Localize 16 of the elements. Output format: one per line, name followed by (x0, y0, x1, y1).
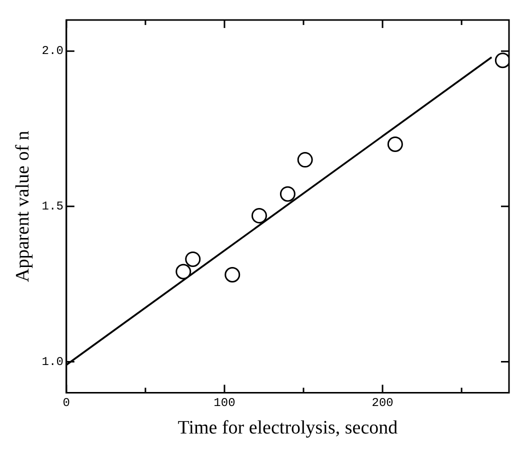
y-axis-title: Apparent value of n (12, 130, 34, 282)
point (185, 251, 201, 267)
x-tick-label: 100 (214, 396, 236, 410)
point (224, 266, 240, 282)
x-tick-label: 0 (62, 396, 70, 410)
x-tick-label: 200 (372, 396, 394, 410)
point (494, 52, 509, 68)
point (252, 208, 267, 224)
point (280, 186, 296, 202)
x-axis-title: Time for electrolysis, second (178, 418, 398, 439)
y-tick-label: 1.0 (42, 354, 64, 369)
point (176, 264, 192, 280)
y-tick-label: 2.0 (42, 44, 64, 58)
point (297, 152, 313, 168)
point (387, 136, 403, 152)
y-tick-label: 1.5 (42, 200, 64, 214)
